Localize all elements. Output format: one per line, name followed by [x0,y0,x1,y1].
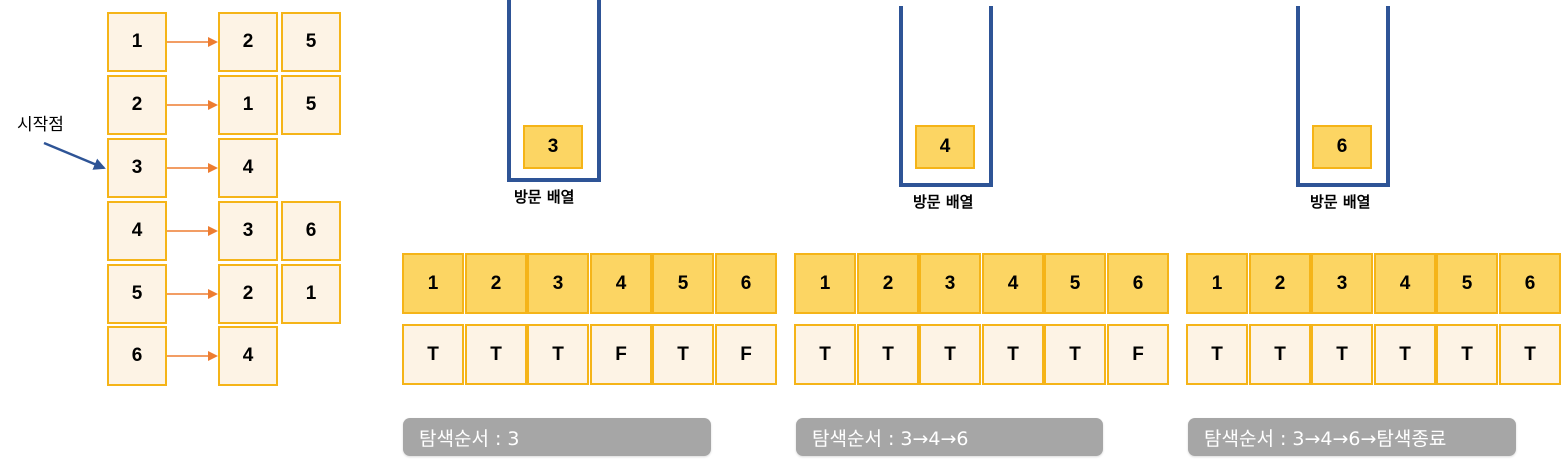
stack-base [899,183,993,187]
index-cell: 3 [1311,253,1373,314]
neighbor-cell: 5 [281,75,341,135]
visited-cell: T [1436,324,1498,385]
search-order-box: 탐색순서 : 3 [403,418,711,456]
index-cell: 4 [590,253,652,314]
visited-cell: T [982,324,1044,385]
node-cell: 3 [107,138,167,198]
search-order-box: 탐색순서 : 3→4→6 [796,418,1103,456]
visited-cell: T [857,324,919,385]
visited-cell: F [715,324,777,385]
neighbor-cell: 1 [281,264,341,324]
index-cell: 6 [1107,253,1169,314]
index-cell: 1 [402,253,464,314]
stack-wall [989,6,993,187]
stack-wall [1296,6,1300,187]
stack-item: 4 [915,125,975,169]
stack-item: 6 [1312,125,1372,169]
visited-array-label: 방문 배열 [514,188,575,206]
visited-cell: F [590,324,652,385]
node-cell: 6 [107,326,167,386]
neighbor-cell: 4 [218,138,278,198]
index-cell: 2 [857,253,919,314]
neighbor-cell: 2 [218,264,278,324]
visited-array-label: 방문 배열 [913,193,974,211]
search-order-box: 탐색순서 : 3→4→6→탐색종료 [1188,418,1516,456]
neighbor-cell: 2 [218,12,278,72]
neighbor-cell: 1 [218,75,278,135]
index-cell: 1 [794,253,856,314]
node-cell: 2 [107,75,167,135]
stack-item: 3 [523,125,583,169]
visited-cell: T [919,324,981,385]
index-cell: 5 [1044,253,1106,314]
index-cell: 2 [465,253,527,314]
neighbor-cell: 6 [281,201,341,261]
visited-cell: T [465,324,527,385]
index-cell: 1 [1186,253,1248,314]
visited-cell: T [1374,324,1436,385]
index-cell: 4 [982,253,1044,314]
index-cell: 5 [652,253,714,314]
index-cell: 4 [1374,253,1436,314]
visited-cell: T [652,324,714,385]
stack-wall [597,0,601,182]
start-arrow [43,141,106,170]
visited-cell: T [1499,324,1561,385]
visited-cell: T [402,324,464,385]
start-point-label: 시작점 [17,115,64,135]
visited-cell: T [1249,324,1311,385]
index-cell: 3 [919,253,981,314]
node-cell: 5 [107,264,167,324]
index-cell: 2 [1249,253,1311,314]
visited-cell: T [794,324,856,385]
index-cell: 5 [1436,253,1498,314]
stack-base [1296,183,1390,187]
stack-wall [507,0,511,182]
visited-cell: T [1044,324,1106,385]
visited-cell: T [1186,324,1248,385]
visited-cell: T [527,324,589,385]
stack-wall [899,6,903,187]
index-cell: 3 [527,253,589,314]
stack-base [507,178,601,182]
visited-array-label: 방문 배열 [1310,193,1371,211]
neighbor-cell: 3 [218,201,278,261]
visited-cell: F [1107,324,1169,385]
node-cell: 4 [107,201,167,261]
neighbor-cell: 5 [281,12,341,72]
node-cell: 1 [107,12,167,72]
index-cell: 6 [715,253,777,314]
index-cell: 6 [1499,253,1561,314]
stack-wall [1386,6,1390,187]
neighbor-cell: 4 [218,326,278,386]
visited-cell: T [1311,324,1373,385]
